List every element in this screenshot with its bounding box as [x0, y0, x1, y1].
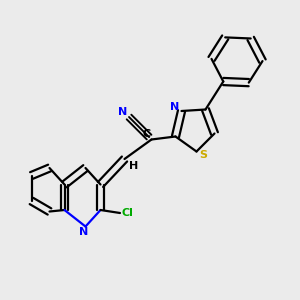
- Text: N: N: [170, 101, 179, 112]
- Text: N: N: [80, 227, 88, 237]
- Text: Cl: Cl: [122, 208, 134, 218]
- Text: H: H: [130, 160, 139, 171]
- Text: N: N: [118, 106, 127, 117]
- Text: C: C: [142, 129, 150, 139]
- Text: S: S: [199, 150, 207, 160]
